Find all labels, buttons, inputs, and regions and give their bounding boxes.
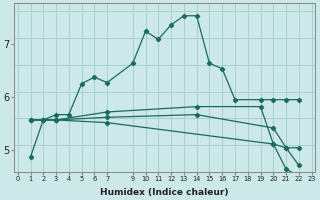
X-axis label: Humidex (Indice chaleur): Humidex (Indice chaleur): [100, 188, 229, 197]
